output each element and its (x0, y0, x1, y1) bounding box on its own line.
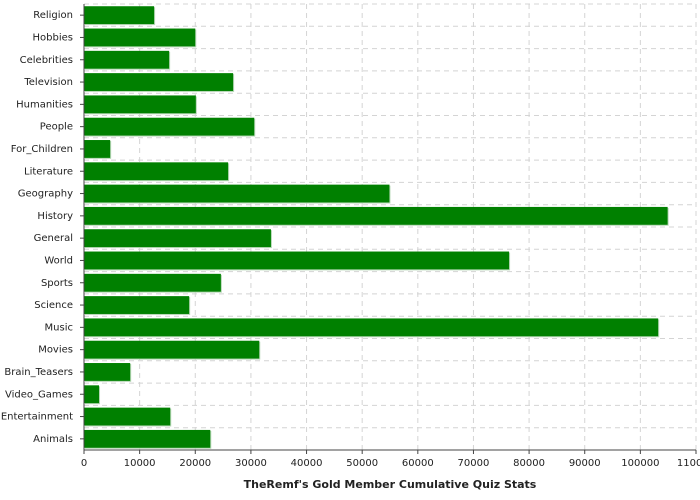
y-tick-label: Sports (41, 278, 73, 289)
y-tick-label: Animals (33, 434, 73, 445)
bar (84, 407, 171, 426)
y-tick-label: Celebrities (20, 55, 73, 66)
bar (84, 162, 229, 181)
bar (84, 206, 668, 225)
bar (84, 318, 659, 337)
y-tick-label: General (34, 233, 73, 244)
bar (84, 229, 271, 248)
x-tick-label: 100000 (621, 458, 659, 469)
x-tick-label: 80000 (513, 458, 545, 469)
x-tick-label: 90000 (569, 458, 601, 469)
y-tick-label: Movies (38, 345, 73, 356)
bar (84, 117, 255, 136)
y-tick-label: People (40, 122, 73, 133)
bar (84, 363, 131, 381)
y-tick-label: Hobbies (33, 32, 73, 43)
y-tick-label: Video_Games (5, 389, 73, 400)
bar (84, 340, 260, 359)
y-tick-label: Science (34, 300, 73, 311)
bar (84, 6, 155, 25)
bar (84, 95, 196, 114)
x-tick-label: 60000 (402, 458, 434, 469)
x-axis-label: TheRemf's Gold Member Cumulative Quiz St… (244, 478, 537, 491)
y-tick-label: Brain_Teasers (4, 367, 73, 378)
bar (84, 251, 510, 270)
x-tick-label: 40000 (291, 458, 323, 469)
x-tick-label: 10000 (124, 458, 156, 469)
x-tick-label: 70000 (458, 458, 490, 469)
x-tick-label: 0 (81, 458, 87, 469)
x-tick-label: 20000 (179, 458, 211, 469)
bar (84, 73, 234, 91)
y-tick-label: History (37, 211, 73, 222)
bar (84, 296, 190, 314)
bar (84, 28, 196, 47)
y-tick-label: World (44, 255, 73, 266)
x-tick-label: 110000 (677, 458, 700, 469)
y-tick-label: Music (45, 322, 73, 333)
bar (84, 140, 111, 158)
bar (84, 50, 170, 69)
y-tick-label: For_Children (11, 144, 73, 155)
bar (84, 273, 221, 292)
y-tick-label: Humanities (16, 99, 73, 110)
y-tick-label: Television (23, 77, 73, 88)
x-tick-label: 50000 (346, 458, 378, 469)
y-tick-label: Geography (18, 189, 73, 200)
y-tick-label: Religion (33, 10, 73, 21)
x-tick-label: 30000 (235, 458, 267, 469)
y-tick-label: Literature (24, 166, 73, 177)
y-tick-label: Entertainment (1, 412, 73, 423)
bar (84, 385, 100, 404)
bar (84, 184, 390, 203)
bar (84, 429, 211, 448)
